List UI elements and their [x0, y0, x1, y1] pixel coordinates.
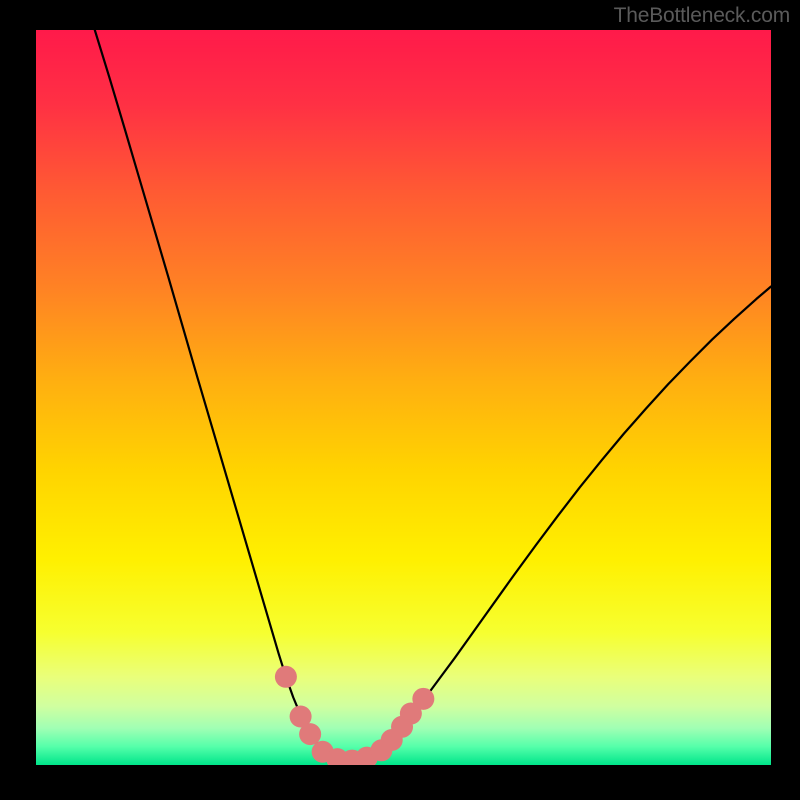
marker-dot — [412, 688, 434, 710]
chart-stage: TheBottleneck.com — [0, 0, 800, 800]
marker-dot — [275, 666, 297, 688]
gradient-background — [36, 30, 771, 765]
plot-area — [36, 30, 771, 765]
watermark-label: TheBottleneck.com — [614, 4, 790, 28]
marker-dot — [299, 723, 321, 745]
